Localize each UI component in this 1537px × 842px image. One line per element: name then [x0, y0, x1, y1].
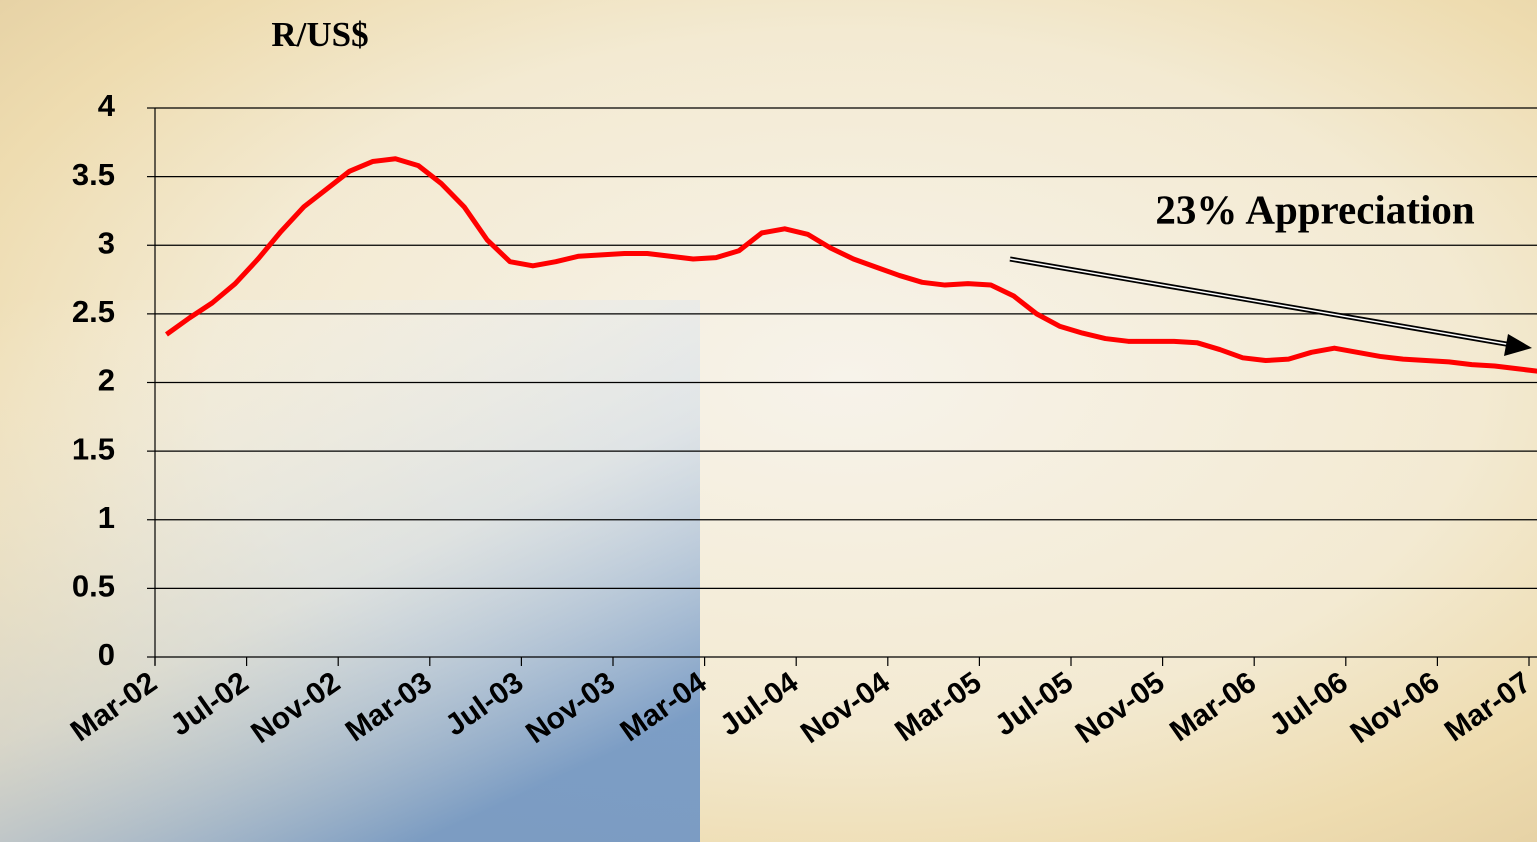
y-tick-label: 1	[98, 500, 115, 535]
background-shade	[0, 300, 700, 842]
arrow-shaft-inner	[1009, 258, 1513, 346]
y-tick-label: 0.5	[72, 569, 115, 604]
data-line	[164, 156, 1537, 374]
trend-arrow	[1009, 256, 1532, 356]
chart-title: R/US$	[271, 15, 368, 54]
y-tick-label: 2	[98, 363, 115, 398]
y-tick-label: 3.5	[72, 157, 115, 192]
arrow-head	[1504, 334, 1532, 356]
y-tick-label: 0	[98, 637, 115, 672]
y-tick-label: 3	[98, 225, 115, 260]
y-tick-label: 2.5	[72, 294, 115, 329]
y-tick-label: 1.5	[72, 431, 115, 466]
annotation: 23% Appreciation	[1155, 186, 1474, 232]
y-tick-label: 4	[98, 88, 116, 123]
